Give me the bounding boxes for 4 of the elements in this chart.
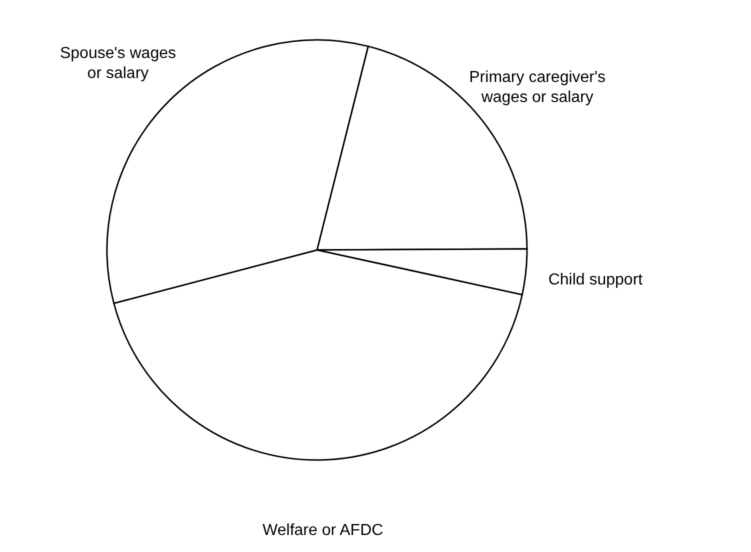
slice-label: Welfare or AFDC xyxy=(262,522,384,539)
slice-label: Primary caregiver's wages or salary xyxy=(469,69,606,106)
slice-label: Child support xyxy=(548,271,644,288)
slice-label: Spouse's wages or salary xyxy=(60,45,176,82)
